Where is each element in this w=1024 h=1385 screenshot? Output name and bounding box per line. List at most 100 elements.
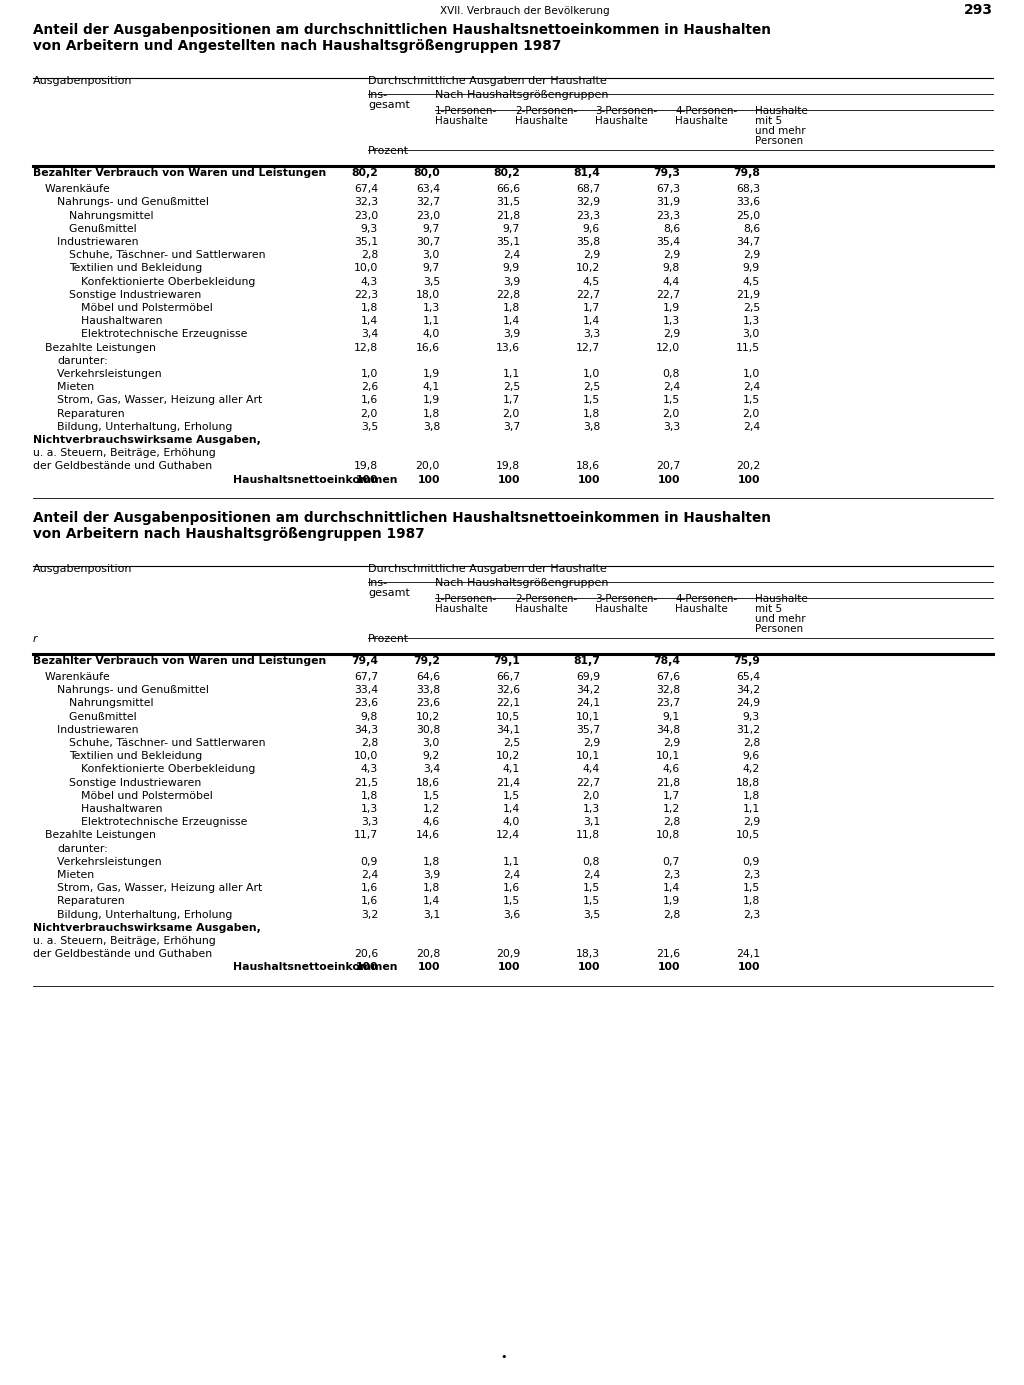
Text: 100: 100: [657, 963, 680, 972]
Text: Schuhe, Täschner- und Sattlerwaren: Schuhe, Täschner- und Sattlerwaren: [69, 251, 314, 260]
Text: Haushalte: Haushalte: [595, 604, 648, 614]
Text: 23,0: 23,0: [416, 211, 440, 220]
Text: 11,7: 11,7: [354, 831, 378, 841]
Text: 2,9: 2,9: [742, 817, 760, 827]
Text: 35,4: 35,4: [656, 237, 680, 247]
Text: 64,6: 64,6: [416, 672, 440, 681]
Text: gesamt: gesamt: [368, 100, 410, 109]
Text: 100: 100: [657, 475, 680, 485]
Text: 3,0: 3,0: [742, 330, 760, 339]
Text: 1,4: 1,4: [503, 316, 520, 327]
Text: 1,8: 1,8: [423, 857, 440, 867]
Text: Haushalte: Haushalte: [435, 604, 487, 614]
Text: 12,0: 12,0: [655, 342, 680, 353]
Text: 4,0: 4,0: [423, 330, 440, 339]
Text: XVII. Verbrauch der Bevölkerung: XVII. Verbrauch der Bevölkerung: [440, 6, 609, 17]
Text: 1,5: 1,5: [423, 791, 440, 801]
Text: 9,6: 9,6: [742, 751, 760, 762]
Text: 3-Personen-: 3-Personen-: [595, 107, 657, 116]
Text: 1,4: 1,4: [663, 884, 680, 893]
Text: 100: 100: [355, 963, 378, 972]
Text: 1,9: 1,9: [663, 303, 680, 313]
Text: gesamt: gesamt: [368, 587, 410, 598]
Text: Konfektionierte Oberbekleidung: Konfektionierte Oberbekleidung: [81, 765, 314, 774]
Text: 1,8: 1,8: [742, 791, 760, 801]
Text: 24,1: 24,1: [575, 698, 600, 708]
Text: Haushalte: Haushalte: [675, 116, 728, 126]
Text: 23,3: 23,3: [575, 211, 600, 220]
Text: 0,9: 0,9: [742, 857, 760, 867]
Text: 4-Personen-: 4-Personen-: [675, 594, 737, 604]
Text: 3,9: 3,9: [503, 330, 520, 339]
Text: 33,4: 33,4: [354, 686, 378, 695]
Text: 2,5: 2,5: [583, 382, 600, 392]
Text: Anteil der Ausgabenpositionen am durchschnittlichen Haushaltsnettoeinkommen in H: Anteil der Ausgabenpositionen am durchsc…: [33, 511, 771, 525]
Text: 1,5: 1,5: [583, 884, 600, 893]
Text: Nach Haushaltsgrößengruppen: Nach Haushaltsgrößengruppen: [435, 578, 608, 587]
Text: Nichtverbrauchswirksame Ausgaben,: Nichtverbrauchswirksame Ausgaben,: [33, 922, 261, 933]
Text: 100: 100: [498, 963, 520, 972]
Text: 4,3: 4,3: [360, 277, 378, 287]
Text: 1,1: 1,1: [503, 368, 520, 379]
Text: 1,4: 1,4: [360, 316, 378, 327]
Text: 1,6: 1,6: [360, 896, 378, 906]
Text: 20,9: 20,9: [496, 949, 520, 960]
Text: 1,8: 1,8: [360, 303, 378, 313]
Text: 3,6: 3,6: [503, 910, 520, 920]
Text: 18,0: 18,0: [416, 289, 440, 299]
Text: 2,3: 2,3: [742, 870, 760, 879]
Text: 9,3: 9,3: [742, 712, 760, 722]
Text: 75,9: 75,9: [733, 656, 760, 666]
Text: 100: 100: [355, 475, 378, 485]
Text: Strom, Gas, Wasser, Heizung aller Art: Strom, Gas, Wasser, Heizung aller Art: [57, 884, 304, 893]
Text: 9,1: 9,1: [663, 712, 680, 722]
Text: 3,8: 3,8: [423, 422, 440, 432]
Text: Nahrungs- und Genußmittel: Nahrungs- und Genußmittel: [57, 686, 293, 695]
Text: 4,6: 4,6: [663, 765, 680, 774]
Text: 23,3: 23,3: [656, 211, 680, 220]
Text: 1,7: 1,7: [663, 791, 680, 801]
Text: 3,3: 3,3: [583, 330, 600, 339]
Text: 1,8: 1,8: [423, 884, 440, 893]
Text: 11,8: 11,8: [575, 831, 600, 841]
Text: 3,4: 3,4: [360, 330, 378, 339]
Text: 1,5: 1,5: [742, 395, 760, 406]
Text: 20,0: 20,0: [416, 461, 440, 471]
Text: 81,4: 81,4: [573, 168, 600, 179]
Text: 31,2: 31,2: [736, 724, 760, 735]
Text: 9,2: 9,2: [423, 751, 440, 762]
Text: 79,3: 79,3: [653, 168, 680, 179]
Text: 3,1: 3,1: [583, 817, 600, 827]
Text: und mehr: und mehr: [755, 126, 806, 136]
Text: 2,8: 2,8: [663, 817, 680, 827]
Text: 9,6: 9,6: [583, 224, 600, 234]
Text: 10,2: 10,2: [575, 263, 600, 273]
Text: 33,6: 33,6: [736, 198, 760, 208]
Text: 100: 100: [737, 475, 760, 485]
Text: Personen: Personen: [755, 623, 803, 634]
Text: 80,2: 80,2: [351, 168, 378, 179]
Text: Verkehrsleistungen: Verkehrsleistungen: [57, 368, 266, 379]
Text: 2,9: 2,9: [663, 330, 680, 339]
Text: Elektrotechnische Erzeugnisse: Elektrotechnische Erzeugnisse: [81, 330, 310, 339]
Text: 68,3: 68,3: [736, 184, 760, 194]
Text: 20,2: 20,2: [736, 461, 760, 471]
Text: 1,8: 1,8: [742, 896, 760, 906]
Text: 32,9: 32,9: [575, 198, 600, 208]
Text: Sonstige Industriewaren: Sonstige Industriewaren: [69, 777, 286, 788]
Text: 1,1: 1,1: [742, 805, 760, 814]
Text: 21,8: 21,8: [656, 777, 680, 788]
Text: 1,6: 1,6: [360, 395, 378, 406]
Text: 3,1: 3,1: [423, 910, 440, 920]
Text: Genußmittel: Genußmittel: [69, 224, 256, 234]
Text: 22,1: 22,1: [496, 698, 520, 708]
Text: 32,8: 32,8: [656, 686, 680, 695]
Text: 80,0: 80,0: [414, 168, 440, 179]
Text: 4,2: 4,2: [742, 765, 760, 774]
Text: 4,4: 4,4: [583, 765, 600, 774]
Text: Ins-: Ins-: [368, 578, 388, 587]
Text: 1,4: 1,4: [583, 316, 600, 327]
Text: Personen: Personen: [755, 136, 803, 145]
Text: 3,8: 3,8: [583, 422, 600, 432]
Text: 20,8: 20,8: [416, 949, 440, 960]
